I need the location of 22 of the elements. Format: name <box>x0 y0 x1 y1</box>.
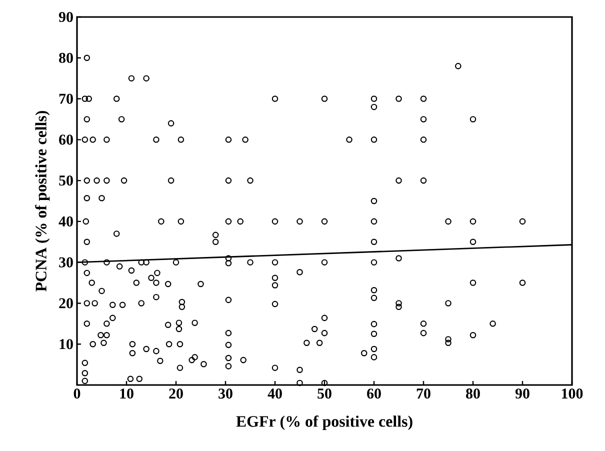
y-tick-label: 60 <box>59 134 73 145</box>
x-tick-label: 30 <box>218 388 232 399</box>
x-tick-label: 90 <box>515 388 530 399</box>
y-axis-title: PCNA (% of positive cells) <box>35 110 50 292</box>
x-tick-label: 10 <box>120 388 134 399</box>
y-tick-label: 90 <box>58 12 73 22</box>
x-tick-label: 50 <box>318 388 332 399</box>
x-axis-title: EGFr (% of positive cells) <box>236 415 412 430</box>
x-tick-label: 20 <box>169 388 183 399</box>
x-tick-label: 60 <box>367 388 381 399</box>
y-tick-label: 50 <box>59 176 73 186</box>
x-tick-label: 40 <box>268 388 282 399</box>
y-tick-label: 20 <box>59 298 73 308</box>
x-tick-label: 100 <box>562 388 583 399</box>
y-tick-label: 30 <box>59 257 73 268</box>
y-tick-label: 80 <box>59 52 73 63</box>
x-tick-label: 0 <box>74 388 80 399</box>
y-tick-label: 40 <box>58 216 73 226</box>
y-tick-label: 70 <box>59 94 73 104</box>
x-tick-label: 80 <box>466 388 480 399</box>
x-tick-label: 70 <box>416 388 430 399</box>
y-tick-label: 10 <box>60 339 73 350</box>
